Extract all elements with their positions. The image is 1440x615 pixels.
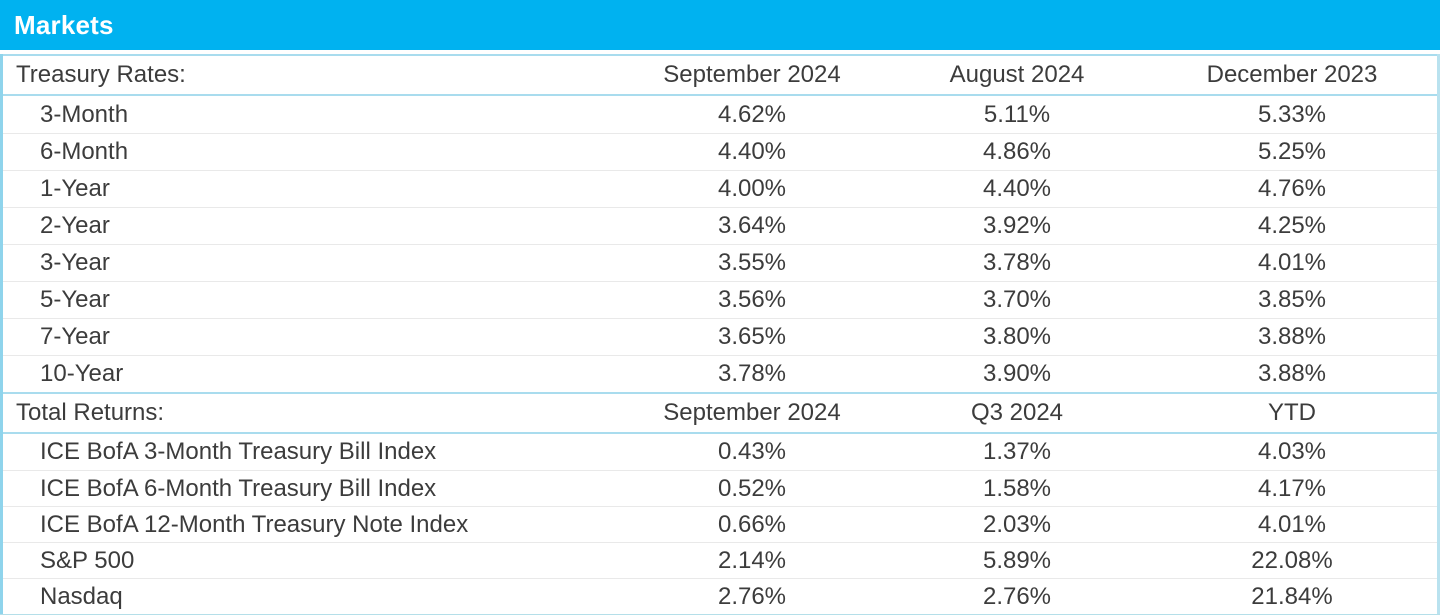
row-value: 3.56% — [717, 286, 787, 313]
row-value: 4.40% — [982, 175, 1052, 202]
column-header: August 2024 — [949, 61, 1085, 88]
column-header: December 2023 — [1206, 61, 1378, 88]
section-label: Treasury Rates: — [16, 61, 186, 88]
row-label: 7-Year — [40, 323, 110, 350]
table-row: Nasdaq 2.76% 2.76% 21.84% — [3, 578, 1437, 614]
row-value: 2.03% — [982, 510, 1052, 538]
row-label: ICE BofA 6-Month Treasury Bill Index — [40, 474, 437, 502]
row-value: 5.11% — [983, 100, 1051, 128]
row-value: 4.03% — [1257, 438, 1327, 465]
row-label: 2-Year — [40, 212, 110, 239]
table-row: ICE BofA 3-Month Treasury Bill Index 0.43… — [3, 434, 1437, 470]
row-value: 3.78% — [717, 360, 787, 387]
header-divider — [0, 50, 1440, 54]
table-row: 3-Year 3.55% 3.78% 4.01% — [3, 244, 1437, 281]
row-label: S&P 500 — [40, 546, 135, 574]
table-row: 6-Month 4.40% 4.86% 5.25% — [3, 133, 1437, 170]
row-value: 3.90% — [982, 360, 1052, 387]
row-value: 1.58% — [982, 474, 1052, 502]
page-title: Markets — [14, 9, 114, 40]
row-value: 3.85% — [1257, 286, 1327, 313]
table-row: 10-Year 3.78% 3.90% 3.88% — [3, 355, 1437, 392]
row-label: ICE BofA 12-Month Treasury Note Index — [40, 510, 469, 538]
section-header-row: Total Returns: September 2024 Q3 2024 YTD — [3, 392, 1437, 434]
table-row: 3-Month 4.62% 5.11% 5.33% — [3, 96, 1437, 133]
row-value: 0.66% — [717, 510, 787, 538]
row-value: 0.52% — [717, 474, 787, 502]
row-label: 6-Month — [40, 138, 129, 165]
row-value: 4.01% — [1257, 510, 1327, 538]
row-value: 4.17% — [1257, 474, 1327, 502]
row-value: 3.92% — [982, 212, 1052, 239]
row-value: 4.01% — [1257, 249, 1327, 276]
table-section: Total Returns: September 2024 Q3 2024 YTD IC… — [3, 392, 1437, 614]
row-value: 3.88% — [1257, 323, 1327, 350]
section-label: Total Returns: — [16, 399, 165, 426]
table-row: 2-Year 3.64% 3.92% 4.25% — [3, 207, 1437, 244]
row-value: 4.40% — [717, 138, 787, 165]
row-value: 5.25% — [1257, 138, 1327, 165]
row-value: 2.76% — [717, 582, 787, 610]
column-header: Q3 2024 — [970, 399, 1064, 426]
row-value: 3.80% — [982, 323, 1052, 350]
column-header: September 2024 — [663, 399, 841, 426]
table-row: 5-Year 3.56% 3.70% 3.85% — [3, 281, 1437, 318]
table-row: 7-Year 3.65% 3.80% 3.88% — [3, 318, 1437, 355]
column-header: YTD — [1268, 399, 1316, 426]
table-row: ICE BofA 6-Month Treasury Bill Index 0.52… — [3, 470, 1437, 506]
row-value: 22.08% — [1251, 546, 1333, 574]
row-value: 0.43% — [717, 438, 787, 465]
row-label: 1-Year — [40, 175, 110, 202]
row-label: Nasdaq — [40, 582, 123, 610]
row-value: 3.78% — [982, 249, 1052, 276]
row-value: 2.14% — [717, 546, 787, 574]
markets-table: Treasury Rates: September 2024 August 2024… — [0, 54, 1440, 614]
row-value: 3.65% — [717, 323, 787, 350]
row-value: 3.70% — [982, 286, 1052, 313]
row-value: 3.64% — [717, 212, 787, 239]
row-value: 5.89% — [982, 546, 1052, 574]
row-value: 4.25% — [1257, 212, 1327, 239]
row-value: 3.55% — [717, 249, 787, 276]
row-label: 3-Year — [40, 249, 110, 276]
row-label: 3-Month — [40, 100, 129, 128]
row-label: 10-Year — [40, 360, 124, 387]
column-header: September 2024 — [663, 61, 841, 88]
table-row: S&P 500 2.14% 5.89% 22.08% — [3, 542, 1437, 578]
row-label: 5-Year — [40, 286, 110, 313]
table-row: 1-Year 4.00% 4.40% 4.76% — [3, 170, 1437, 207]
row-label: ICE BofA 3-Month Treasury Bill Index — [40, 438, 437, 465]
row-value: 4.00% — [717, 175, 787, 202]
section-header-row: Treasury Rates: September 2024 August 2024… — [3, 54, 1437, 96]
markets-header-bar: Markets — [0, 0, 1440, 50]
row-value: 5.33% — [1257, 100, 1327, 128]
row-value: 21.84% — [1251, 582, 1333, 610]
row-value: 3.88% — [1257, 360, 1327, 387]
table-row: ICE BofA 12-Month Treasury Note Index 0.6… — [3, 506, 1437, 542]
row-value: 1.37% — [982, 438, 1052, 465]
row-value: 4.62% — [717, 100, 787, 128]
row-value: 2.76% — [982, 582, 1052, 610]
row-value: 4.86% — [982, 138, 1052, 165]
row-value: 4.76% — [1257, 175, 1327, 202]
table-section: Treasury Rates: September 2024 August 2024… — [3, 54, 1437, 392]
